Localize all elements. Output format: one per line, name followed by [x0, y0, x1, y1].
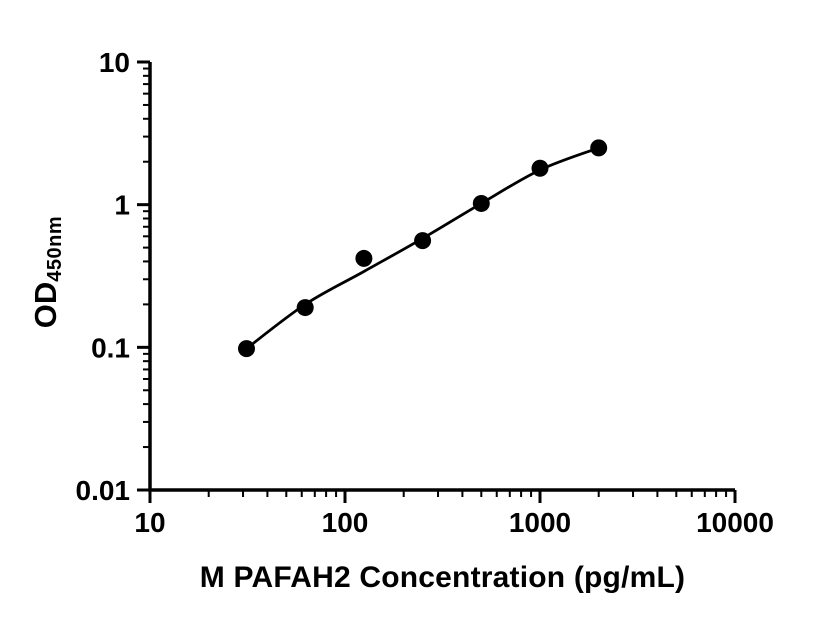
data-point: [296, 299, 314, 317]
data-point: [590, 139, 608, 157]
x-tick-label: 1000: [509, 507, 571, 538]
y-tick-label: 1: [114, 190, 130, 221]
y-axis-title: OD450nm: [28, 215, 66, 329]
data-point: [237, 340, 255, 358]
x-axis-title: M PAFAH2 Concentration (pg/mL): [199, 561, 686, 594]
y-axis-title-sub: 450nm: [44, 215, 66, 282]
y-tick-label: 0.1: [91, 332, 130, 363]
y-tick-label: 10: [99, 47, 130, 78]
y-axis-title-main: OD: [28, 281, 63, 329]
axis-spines: [148, 62, 735, 492]
y-tick-label: 0.01: [76, 475, 131, 506]
data-point: [414, 232, 432, 250]
data-point: [531, 159, 549, 177]
data-point: [472, 194, 490, 212]
x-tick-label: 100: [322, 507, 369, 538]
x-tick-label: 10000: [696, 507, 774, 538]
data-point: [355, 249, 373, 267]
x-tick-label: 10: [134, 507, 165, 538]
